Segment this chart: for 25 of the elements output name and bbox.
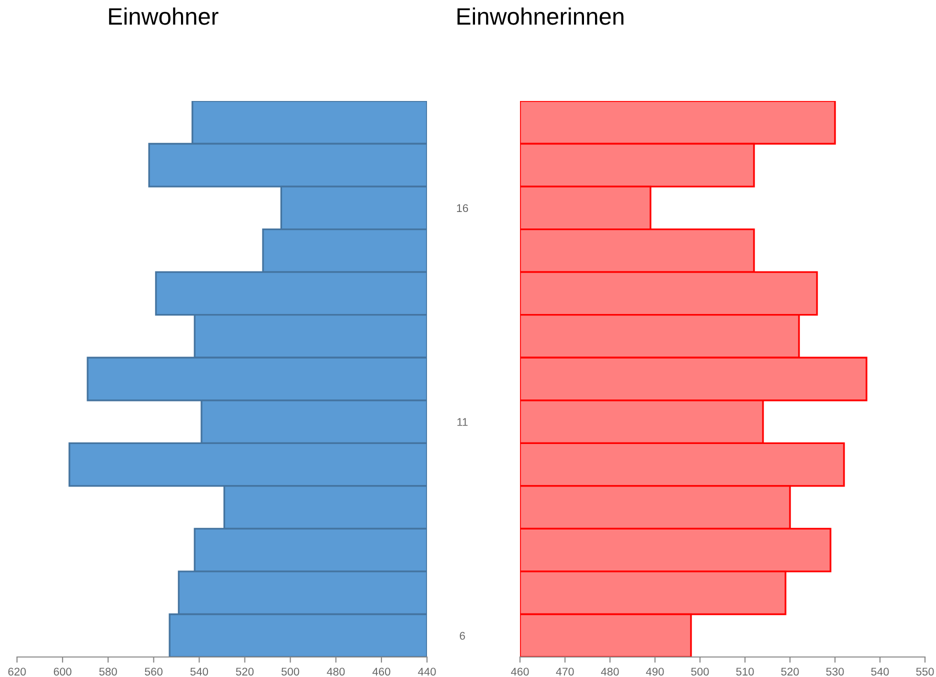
x-tick-label: 460 [372,668,390,676]
y-tick-label: 16 [457,204,468,212]
x-tick-label: 510 [736,668,754,676]
x-tick-label: 500 [282,668,300,676]
x-tick-label: 540 [871,668,889,676]
x-tick-label: 600 [54,668,72,676]
x-tick-label: 620 [8,668,26,676]
x-tick-label: 490 [646,668,664,676]
y-tick-label: 11 [457,418,468,426]
x-tick-label: 560 [144,668,162,676]
chart-title: Einwohnerinnen [458,8,624,25]
x-tick-label: 440 [418,668,436,676]
x-tick-label: 480 [600,668,619,676]
x-tick-label: 460 [510,668,529,676]
x-tick-label: 470 [556,668,574,676]
chart-title: Einwohner [109,8,218,25]
x-tick-label: 530 [826,668,844,676]
x-tick-label: 520 [236,668,254,676]
x-tick-label: 500 [691,668,709,676]
x-tick-label: 520 [781,668,799,676]
y-tick-label: 6 [460,632,465,640]
x-tick-label: 480 [326,668,345,676]
x-tick-label: 580 [99,668,117,676]
x-tick-label: 540 [190,668,208,676]
x-tick-label: 550 [916,668,934,676]
